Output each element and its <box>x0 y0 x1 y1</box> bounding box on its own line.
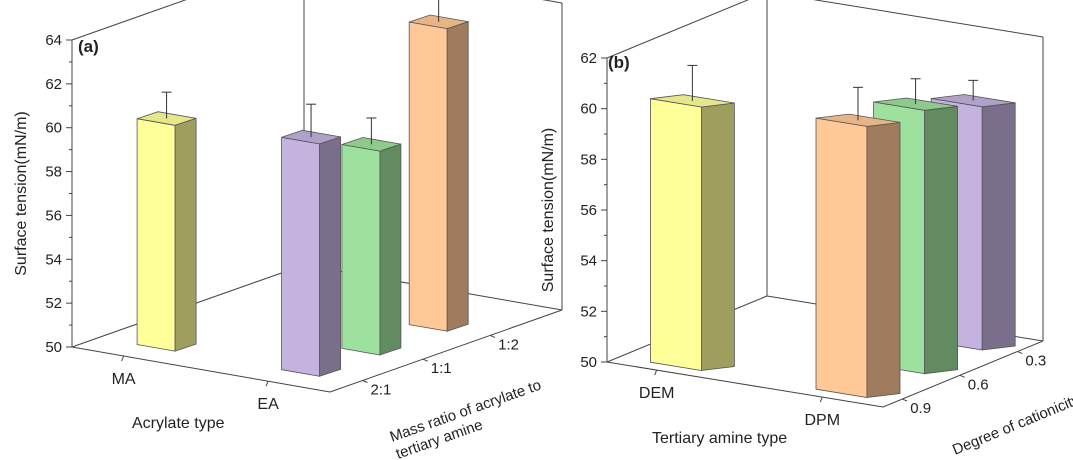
back-top-edge <box>812 0 1044 38</box>
z-tick-label: 0.6 <box>968 376 989 393</box>
y-tick-label: 58 <box>45 164 62 181</box>
panel-label: (a) <box>78 37 99 56</box>
z-tick <box>422 358 428 362</box>
z-tick-label: 1:1 <box>431 360 452 377</box>
bar-dem-0-9 <box>650 64 735 371</box>
bar-front-face <box>815 117 868 398</box>
bar-front-face <box>408 21 448 332</box>
x-tick-label: DPM <box>804 412 840 429</box>
y-tick-label: 60 <box>45 120 62 137</box>
y-tick-label: 54 <box>580 253 597 270</box>
bar-front-face <box>341 144 381 356</box>
x-axis-title: Acrylate type <box>132 415 225 432</box>
bar-side-face <box>446 21 469 332</box>
left-top-edge <box>606 0 749 59</box>
z-tick-label: 0.9 <box>910 400 931 417</box>
y-axis-title: Surface tension(mN/m) <box>13 111 30 276</box>
y-tick-label: 54 <box>45 251 62 268</box>
x-tick-label: MA <box>112 371 136 388</box>
z-axis-line <box>329 309 563 393</box>
x-tick <box>654 369 658 376</box>
bar-side-face <box>981 102 1016 351</box>
y-tick-label: 50 <box>580 354 597 371</box>
y-tick-label: 52 <box>580 303 597 320</box>
x-tick-label: DEM <box>639 385 675 402</box>
bar-side-face <box>701 102 735 371</box>
bar-front-face <box>281 136 321 377</box>
x-tick <box>819 396 823 403</box>
bar-front-face <box>136 118 176 352</box>
left-top-edge <box>71 0 187 41</box>
bar-front-face <box>650 98 702 371</box>
x-axis-line <box>606 361 884 408</box>
y-tick-label: 56 <box>580 202 597 219</box>
z-tick-label: 2:1 <box>370 382 391 399</box>
z-axis-line <box>882 340 1044 408</box>
y-tick-label: 62 <box>580 50 597 67</box>
z-tick <box>362 380 368 383</box>
back-top-edge <box>541 0 563 4</box>
bar-side-face <box>924 105 958 375</box>
y-tick-label: 64 <box>45 32 62 49</box>
y-tick-label: 56 <box>45 207 62 224</box>
bar-ea-2-1 <box>281 103 342 377</box>
y-tick-label: 52 <box>45 295 62 312</box>
z-tick <box>959 374 965 378</box>
bar-top-face <box>873 97 958 111</box>
panel-label: (b) <box>608 53 630 72</box>
z-tick <box>902 398 908 402</box>
x-axis-line <box>71 346 331 393</box>
bar-side-face <box>866 121 901 398</box>
bar-dpm-0-9 <box>815 86 901 398</box>
bar-ea-1-1 <box>341 117 402 356</box>
bar-top-face <box>341 137 402 152</box>
bar-side-face <box>319 136 342 377</box>
bar-side-face <box>379 143 402 356</box>
bar-ma-2-1 <box>136 91 197 352</box>
z-axis-title: Degree of cationicity <box>950 391 1073 459</box>
x-tick <box>121 355 125 362</box>
z-tick <box>1017 351 1023 355</box>
panel-b-chart: 50 52 54 56 58 60 62 Surface tension(mN/m) (b) DE… <box>540 0 1073 459</box>
bar-ea-1-2 <box>408 0 469 332</box>
x-tick <box>265 381 269 387</box>
panel-a-chart: 50 52 54 56 58 60 62 64 Surface tension(mN/m) (a)… <box>13 0 563 460</box>
x-tick-label: EA <box>257 396 279 413</box>
bar-top-face <box>931 94 1016 108</box>
bar-top-face <box>281 129 341 145</box>
z-tick <box>489 334 496 338</box>
y-tick-label: 60 <box>580 101 597 118</box>
y-tick-label: 50 <box>45 339 62 356</box>
y-tick-label: 58 <box>580 151 597 168</box>
z-tick-label: 0.3 <box>1025 353 1046 370</box>
x-axis-title: Tertiary amine type <box>652 430 787 447</box>
y-axis-title: Surface tension(mN/m) <box>540 128 557 293</box>
bar-top-face <box>136 111 197 126</box>
y-tick-label: 62 <box>45 76 62 93</box>
z-tick-label: 1:2 <box>498 336 519 353</box>
bar-side-face <box>174 117 197 352</box>
